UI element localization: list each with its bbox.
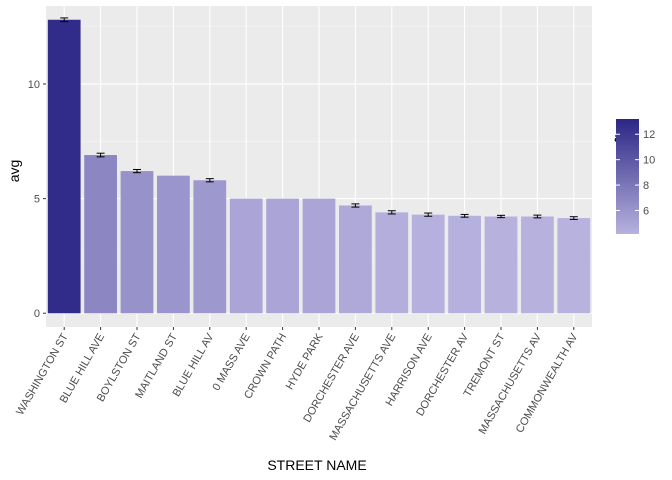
error-bar — [205, 178, 214, 183]
bar — [229, 198, 263, 314]
bar — [47, 19, 81, 314]
bars — [47, 19, 591, 314]
bar — [120, 171, 154, 314]
legend-label: 12 — [643, 129, 655, 141]
error-bar — [460, 213, 469, 218]
error-bars — [60, 17, 578, 220]
bar — [339, 205, 372, 314]
legend-ticks: 6 8 10 12 — [616, 129, 655, 217]
y-axis: 0 5 10 — [28, 79, 46, 320]
legend-label: 6 — [643, 205, 649, 217]
bar — [521, 216, 554, 314]
bar — [484, 216, 518, 314]
error-bar — [533, 214, 542, 219]
error-bar — [133, 168, 141, 174]
legend-label: 10 — [643, 155, 655, 167]
error-bar — [351, 203, 360, 208]
error-bar — [424, 212, 433, 217]
bar — [411, 214, 445, 314]
bar — [557, 218, 591, 314]
error-bar — [96, 152, 105, 158]
y-tick-label: 10 — [28, 79, 40, 91]
bar — [157, 175, 190, 314]
y-tick-label: 0 — [34, 308, 40, 320]
bar — [193, 180, 227, 314]
legend-label: 8 — [643, 180, 649, 192]
error-bar — [497, 214, 505, 219]
x-axis-title: STREET NAME — [267, 457, 366, 473]
bar — [375, 212, 409, 314]
bar — [448, 215, 481, 314]
bar — [266, 198, 299, 314]
bar — [302, 198, 336, 314]
legend-colorbar — [616, 119, 639, 234]
error-bar — [60, 17, 69, 23]
y-tick-label: 5 — [34, 194, 40, 206]
y-axis-title: avg — [6, 160, 22, 183]
error-bar — [569, 216, 578, 220]
bar — [84, 155, 117, 314]
error-bar — [387, 210, 396, 215]
